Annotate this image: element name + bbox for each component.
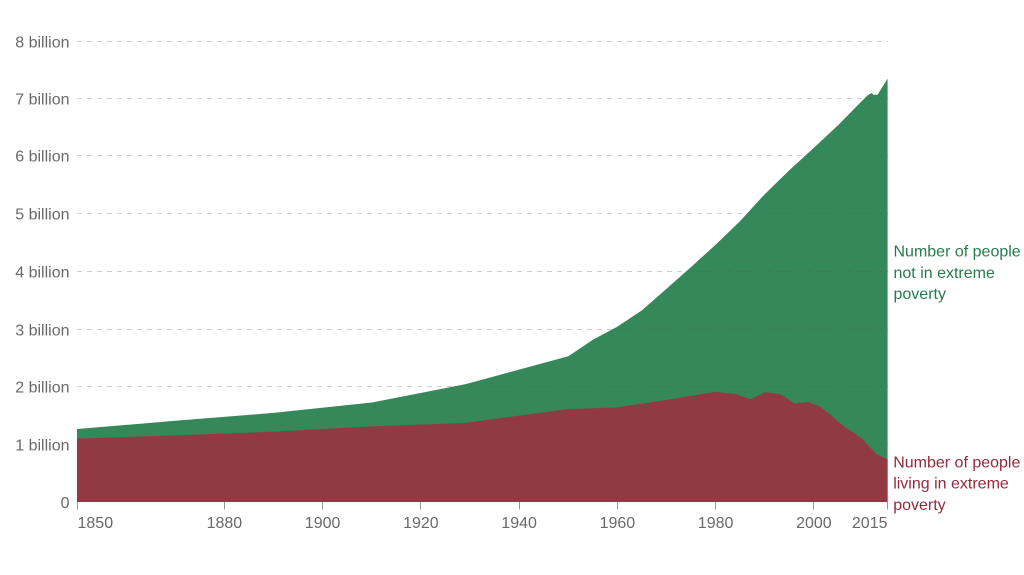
svg-text:Number of people: Number of people: [894, 243, 1021, 260]
svg-text:1850: 1850: [78, 515, 114, 532]
svg-text:1880: 1880: [207, 515, 243, 532]
svg-text:7 billion: 7 billion: [15, 92, 69, 109]
svg-text:0: 0: [61, 495, 70, 512]
svg-text:poverty: poverty: [894, 286, 946, 303]
svg-text:2015: 2015: [852, 515, 888, 532]
svg-text:1 billion: 1 billion: [15, 438, 69, 455]
svg-text:living in extreme: living in extreme: [893, 476, 1009, 493]
svg-text:Number of people: Number of people: [893, 454, 1020, 471]
svg-text:not in extreme: not in extreme: [894, 265, 995, 282]
svg-text:1960: 1960: [600, 515, 636, 532]
svg-text:1920: 1920: [403, 515, 439, 532]
svg-text:1980: 1980: [698, 515, 734, 532]
svg-text:poverty: poverty: [893, 497, 945, 514]
svg-text:2000: 2000: [796, 515, 832, 532]
svg-text:1900: 1900: [305, 515, 341, 532]
svg-text:5 billion: 5 billion: [15, 207, 69, 224]
svg-text:1940: 1940: [501, 515, 537, 532]
svg-text:2 billion: 2 billion: [15, 380, 69, 397]
svg-text:8 billion: 8 billion: [15, 35, 69, 52]
svg-text:3 billion: 3 billion: [15, 323, 69, 340]
svg-text:6 billion: 6 billion: [15, 149, 69, 166]
svg-text:4 billion: 4 billion: [15, 265, 69, 282]
